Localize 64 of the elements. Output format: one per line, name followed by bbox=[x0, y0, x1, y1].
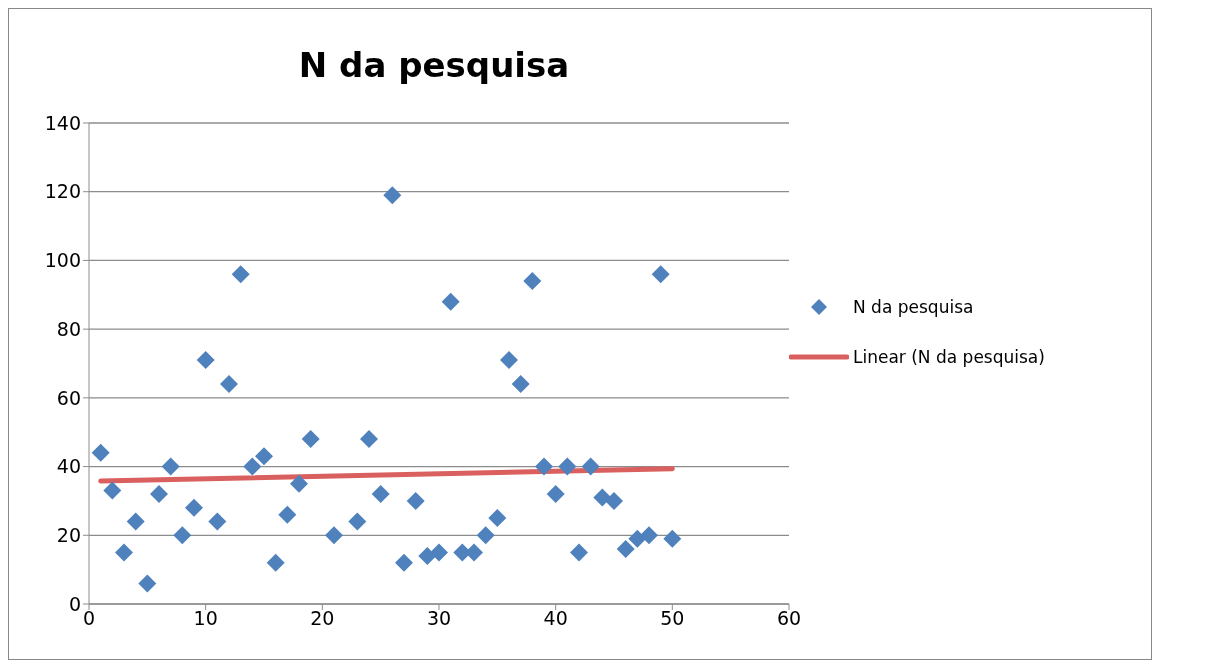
point bbox=[640, 526, 658, 545]
point bbox=[523, 272, 542, 291]
x-tick-label: 60 bbox=[776, 607, 802, 630]
y-tick-label: 60 bbox=[56, 386, 81, 409]
point bbox=[383, 186, 402, 205]
x-tick-label: 50 bbox=[660, 607, 685, 630]
point bbox=[418, 546, 437, 565]
x-tick-label: 10 bbox=[193, 607, 218, 630]
point bbox=[150, 485, 168, 504]
point bbox=[500, 351, 518, 370]
point bbox=[266, 553, 285, 572]
point bbox=[243, 457, 262, 476]
point bbox=[325, 526, 343, 545]
point bbox=[348, 512, 367, 531]
chart-title: N da pesquisa bbox=[297, 45, 571, 85]
y-tick-label: 0 bbox=[68, 592, 81, 615]
point bbox=[616, 540, 635, 559]
point bbox=[185, 498, 203, 517]
point bbox=[208, 512, 227, 531]
point bbox=[488, 509, 507, 528]
point bbox=[546, 485, 565, 504]
point bbox=[581, 457, 600, 476]
point bbox=[91, 443, 110, 462]
point bbox=[290, 474, 308, 493]
y-tick-label: 40 bbox=[56, 455, 81, 478]
x-tick-label: 30 bbox=[426, 607, 452, 630]
y-tick-label: 20 bbox=[56, 524, 81, 547]
point bbox=[558, 457, 577, 476]
point bbox=[196, 351, 215, 370]
point bbox=[255, 447, 273, 466]
point bbox=[103, 481, 122, 500]
point bbox=[441, 292, 460, 311]
legend-label: Linear (N da pesquisa) bbox=[853, 346, 1045, 367]
point bbox=[161, 457, 180, 476]
x-tick-label: 0 bbox=[82, 607, 96, 630]
point bbox=[511, 375, 530, 394]
point bbox=[570, 543, 588, 562]
point bbox=[395, 553, 413, 572]
x-tick-label: 20 bbox=[310, 607, 335, 630]
point bbox=[220, 375, 238, 394]
point bbox=[476, 526, 495, 545]
y-tick-label: 100 bbox=[44, 249, 81, 272]
y-tick-label: 120 bbox=[44, 180, 81, 203]
point bbox=[173, 526, 192, 545]
x-tick-label: 40 bbox=[543, 607, 568, 630]
point bbox=[593, 488, 612, 507]
point bbox=[360, 430, 378, 449]
point bbox=[406, 491, 425, 510]
point bbox=[651, 265, 670, 284]
point bbox=[231, 265, 250, 284]
point bbox=[628, 529, 647, 548]
point bbox=[430, 543, 448, 562]
point bbox=[115, 543, 133, 562]
y-tick-label: 80 bbox=[56, 317, 81, 340]
point bbox=[605, 491, 623, 510]
point bbox=[138, 574, 157, 593]
y-tick-label: 140 bbox=[44, 111, 81, 134]
point bbox=[126, 512, 145, 531]
point bbox=[371, 485, 390, 504]
point bbox=[278, 505, 297, 524]
point bbox=[301, 430, 320, 449]
legend-label: N da pesquisa bbox=[853, 296, 974, 317]
point bbox=[535, 457, 553, 476]
point bbox=[663, 529, 682, 548]
